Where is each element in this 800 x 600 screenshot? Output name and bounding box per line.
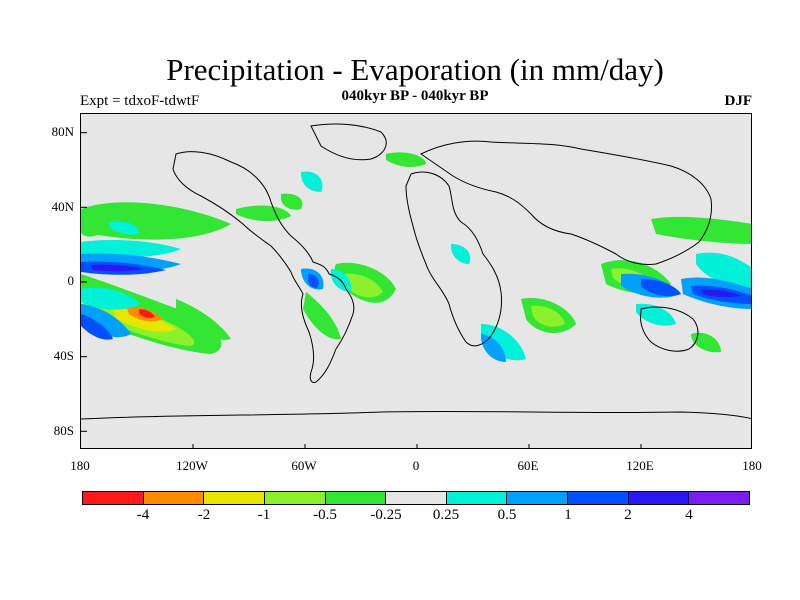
colorbar [82, 491, 750, 505]
colorbar-swatch-9 [628, 492, 690, 504]
colorbar-swatch-8 [568, 492, 629, 504]
colorbar-label: 1 [564, 507, 572, 523]
lat-label-80s: 80S [53, 423, 74, 438]
colorbar-swatch-4 [325, 492, 387, 504]
map-graticule-ticks [81, 132, 642, 448]
colorbar-label: -0.25 [370, 507, 402, 523]
map-panel [80, 113, 752, 449]
chart-title: Precipitation - Evaporation (in mm/day) [166, 52, 664, 87]
colorbar-swatch-3 [264, 492, 326, 504]
colorbar-label: -2 [197, 507, 211, 523]
red-regions [139, 309, 155, 318]
coastlines [81, 123, 751, 420]
lon-label-60e: 60E [517, 458, 539, 473]
colorbar-label: -4 [136, 507, 150, 523]
season-label: DJF [724, 93, 753, 109]
darkblue-regions [91, 264, 741, 298]
colorbar-swatch-7 [507, 492, 569, 504]
lat-label-40s: 40S [53, 348, 74, 363]
lon-label-0: 0 [412, 458, 420, 473]
colorbar-label: -0.5 [313, 507, 337, 523]
colorbar-swatch-10 [689, 492, 750, 504]
cyan-regions [81, 171, 751, 361]
pe-map [81, 114, 751, 448]
chart-subtitle: 040kyr BP - 040kyr BP [341, 88, 489, 104]
colorbar-label: 4 [685, 507, 693, 523]
lon-label-180w: 180 [70, 458, 90, 473]
lat-label-40n: 40N [51, 199, 74, 214]
lon-label-60w: 60W [291, 458, 317, 473]
lat-label-80n: 80N [51, 124, 74, 139]
lon-label-120e: 120E [626, 458, 654, 473]
colorbar-label: -1 [257, 507, 271, 523]
lat-label-0: 0 [67, 273, 75, 288]
colorbar-swatch-1 [143, 492, 205, 504]
colorbar-swatch-5 [386, 492, 447, 504]
colorbar-label: 0.25 [432, 507, 460, 523]
colorbar-swatch-2 [204, 492, 265, 504]
colorbar-swatch-0 [83, 492, 144, 504]
colorbar-label: 2 [624, 507, 632, 523]
lon-label-180e: 180 [742, 458, 762, 473]
colorbar-label: 0.5 [497, 507, 517, 523]
lon-label-120w: 120W [176, 458, 208, 473]
experiment-label: Expt = tdxoF-tdwtF [80, 93, 200, 109]
colorbar-swatch-6 [446, 492, 508, 504]
